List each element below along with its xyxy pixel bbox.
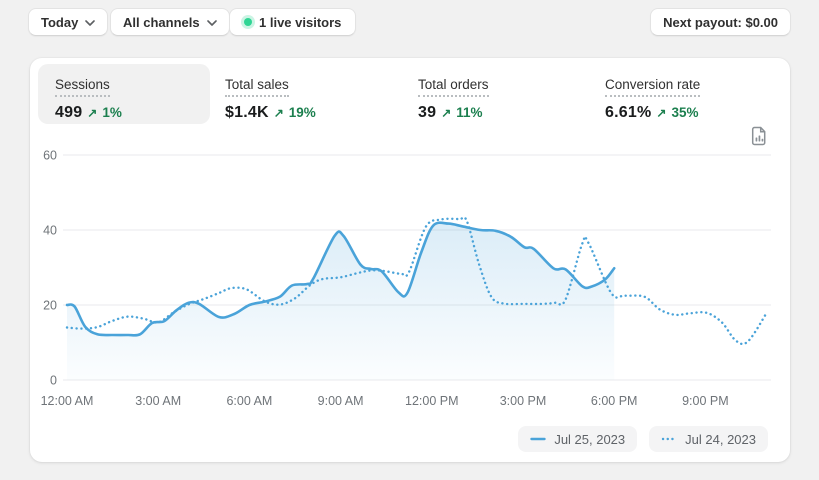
legend-item-jul-24[interactable]: Jul 24, 2023: [649, 426, 768, 452]
metric-label: Total orders: [418, 77, 489, 97]
chevron-down-icon: [85, 19, 96, 26]
trend-up-icon: ↗: [441, 106, 452, 120]
y-axis-tick: 60: [43, 149, 57, 163]
x-axis-tick: 6:00 PM: [591, 394, 638, 408]
y-axis-tick: 0: [50, 374, 57, 388]
trend-up-icon: ↗: [87, 106, 98, 120]
sessions-line-chart: 0 20 40 60 12:00 AM 3:00 AM 6:00 AM 9:00 AM 12:0…: [41, 149, 771, 408]
metric-delta: 35%: [671, 105, 699, 120]
metric-value: $1.4K: [225, 104, 269, 121]
report-file-icon[interactable]: [750, 126, 769, 146]
tab-total-sales[interactable]: Total sales $1.4K ↗ 19%: [225, 76, 316, 122]
dotted-line-icon: [661, 437, 678, 441]
x-axis-tick: 12:00 PM: [405, 394, 459, 408]
channels-button[interactable]: All channels: [110, 8, 230, 36]
live-visitors-label: 1 live visitors: [259, 14, 342, 30]
tab-total-orders[interactable]: Total orders 39 ↗ 11%: [418, 76, 489, 122]
channels-label: All channels: [123, 14, 200, 30]
x-axis-tick: 9:00 AM: [318, 394, 364, 408]
x-axis-tick: 3:00 AM: [135, 394, 181, 408]
x-axis-tick: 12:00 AM: [41, 394, 94, 408]
metric-label: Sessions: [55, 77, 110, 97]
tab-sessions[interactable]: Sessions 499 ↗ 1%: [38, 64, 210, 124]
series-line-jul-25-2023: [65, 221, 616, 337]
next-payout-label: Next payout: $0.00: [663, 14, 778, 30]
metric-value: 39: [418, 104, 437, 121]
solid-line-icon: [530, 437, 547, 441]
y-axis-tick: 40: [43, 224, 57, 238]
metric-delta: 1%: [102, 105, 122, 120]
metric-delta: 19%: [288, 105, 316, 120]
date-range-button[interactable]: Today: [28, 8, 109, 36]
series-area-jul-25-2023: [67, 222, 615, 380]
x-axis-tick: 9:00 PM: [682, 394, 729, 408]
x-axis-tick: 3:00 PM: [500, 394, 547, 408]
metric-label: Total sales: [225, 77, 289, 97]
next-payout-button[interactable]: Next payout: $0.00: [650, 8, 791, 36]
trend-up-icon: ↗: [656, 106, 667, 120]
live-visitors-badge[interactable]: 1 live visitors: [229, 8, 357, 36]
metric-delta: 11%: [456, 105, 483, 120]
chart-legend: Jul 25, 2023 Jul 24, 2023: [518, 426, 768, 452]
date-range-label: Today: [41, 14, 79, 30]
series-line-jul-24-2023: [65, 216, 768, 346]
y-axis-tick: 20: [43, 299, 57, 313]
chevron-down-icon: [206, 19, 217, 26]
legend-item-jul-25[interactable]: Jul 25, 2023: [518, 426, 638, 452]
live-dot-icon: [244, 18, 252, 26]
x-axis-tick: 6:00 AM: [226, 394, 272, 408]
analytics-card: Sessions 499 ↗ 1% Total sales $1.4K ↗ 19…: [30, 58, 790, 462]
legend-label: Jul 25, 2023: [554, 431, 626, 447]
trend-up-icon: ↗: [273, 106, 284, 120]
metric-value: 499: [55, 104, 83, 121]
metric-label: Conversion rate: [605, 77, 701, 97]
tab-conversion-rate[interactable]: Conversion rate 6.61% ↗ 35%: [605, 76, 701, 122]
legend-label: Jul 24, 2023: [685, 431, 756, 447]
metric-value: 6.61%: [605, 104, 652, 121]
